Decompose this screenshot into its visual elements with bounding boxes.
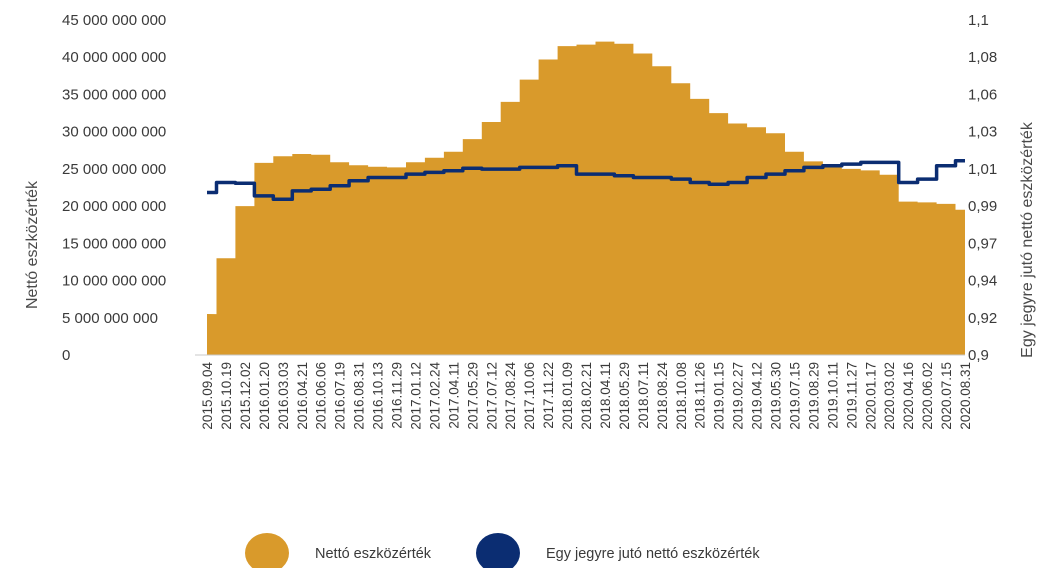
x-tick-label: 2018.08.24 xyxy=(655,362,670,430)
x-tick-label: 2015.09.04 xyxy=(200,362,215,430)
y-tick-label: 0 xyxy=(62,347,70,364)
y-tick-label: 30 000 000 000 xyxy=(62,124,166,141)
line-egy-jegyre-juto xyxy=(207,158,965,201)
y-axis-title: Nettó eszközérték xyxy=(24,180,41,309)
x-tick-label: 2020.06.02 xyxy=(920,362,935,430)
series-netto-eszkozertek xyxy=(207,41,965,355)
x-tick-label: 2016.08.31 xyxy=(352,362,367,430)
x-tick-label: 2019.04.12 xyxy=(750,362,765,430)
x-tick-label: 2016.06.06 xyxy=(314,362,329,430)
y-tick-label: 40 000 000 000 xyxy=(62,49,166,66)
x-tick-label: 2015.10.19 xyxy=(219,362,234,430)
x-tick-label: 2020.08.31 xyxy=(958,362,973,430)
x-tick-label: 2019.02.27 xyxy=(731,362,746,430)
y2-tick-label: 1,01 xyxy=(968,161,997,178)
x-tick-label: 2016.04.21 xyxy=(295,362,310,430)
y-tick-label: 15 000 000 000 xyxy=(62,235,166,252)
x-tick-label: 2018.07.11 xyxy=(636,362,651,429)
x-tick-label: 2017.10.06 xyxy=(522,362,537,430)
x-tick-label: 2020.04.16 xyxy=(901,362,916,430)
y2-tick-label: 1,03 xyxy=(968,124,997,141)
x-tick-label: 2017.01.12 xyxy=(408,362,423,430)
area-netto-eszkozertek xyxy=(207,41,965,355)
x-tick-label: 2019.10.11 xyxy=(825,362,840,429)
x-tick-label: 2019.01.15 xyxy=(712,362,727,430)
y2-tick-label: 0,97 xyxy=(968,235,997,252)
x-tick-label: 2019.08.29 xyxy=(806,362,821,430)
x-tick-label: 2020.01.17 xyxy=(863,362,878,430)
x-tick-label: 2017.08.24 xyxy=(503,362,518,430)
x-tick-label: 2016.07.19 xyxy=(333,362,348,430)
y-tick-label: 10 000 000 000 xyxy=(62,273,166,290)
y-tick-label: 25 000 000 000 xyxy=(62,161,166,178)
x-tick-label: 2018.05.29 xyxy=(617,362,632,430)
y2-tick-label: 0,99 xyxy=(968,198,997,215)
legend-label-egy-jegyre-juto: Egy jegyre jutó nettó eszközérték xyxy=(546,546,760,562)
y-tick-label: 45 000 000 000 xyxy=(62,12,166,29)
y-tick-label: 5 000 000 000 xyxy=(62,310,158,327)
y2-axis-title: Egy jegyre jutó nettó eszközérték xyxy=(1019,121,1036,358)
legend-swatch-netto-eszkozertek xyxy=(245,533,289,568)
y2-axis-ticks: 0,9 0,92 0,94 0,97 0,99 1,01 1,03 1,06 1,08 1,1 xyxy=(968,12,997,364)
y2-tick-label: 1,06 xyxy=(968,86,997,103)
x-tick-label: 2017.05.29 xyxy=(465,362,480,430)
x-tick-label: 2018.11.26 xyxy=(693,362,708,429)
y-tick-label: 20 000 000 000 xyxy=(62,198,166,215)
y-axis-ticks: 0 5 000 000 000 10 000 000 000 15 000 000 0… xyxy=(62,12,166,364)
x-tick-label: 2019.07.15 xyxy=(788,362,803,430)
x-tick-label: 2017.11.22 xyxy=(541,362,556,429)
series-egy-jegyre-juto xyxy=(207,158,965,201)
x-tick-label: 2018.10.08 xyxy=(674,362,689,430)
x-tick-label: 2016.03.03 xyxy=(276,362,291,430)
y2-tick-label: 0,92 xyxy=(968,310,997,327)
x-axis-ticks: 2015.09.04 2015.10.19 2015.12.02 2016.01.20… xyxy=(200,362,973,430)
y2-tick-label: 0,94 xyxy=(968,273,997,290)
legend-label-netto-eszkozertek: Nettó eszközérték xyxy=(315,546,432,562)
y2-tick-label: 1,1 xyxy=(968,12,989,29)
y2-tick-label: 1,08 xyxy=(968,49,997,66)
x-tick-label: 2017.07.12 xyxy=(484,362,499,430)
x-tick-label: 2019.05.30 xyxy=(769,362,784,430)
x-tick-label: 2018.01.09 xyxy=(560,362,575,430)
legend-swatch-egy-jegyre-juto xyxy=(476,533,520,568)
y2-tick-label: 0,9 xyxy=(968,347,989,364)
x-tick-label: 2016.11.29 xyxy=(390,362,405,429)
x-tick-label: 2018.02.21 xyxy=(579,362,594,430)
x-tick-label: 2018.04.11 xyxy=(598,362,613,429)
x-tick-label: 2017.04.11 xyxy=(446,362,461,429)
x-tick-label: 2016.10.13 xyxy=(371,362,386,430)
x-tick-label: 2016.01.20 xyxy=(257,362,272,430)
x-tick-label: 2019.11.27 xyxy=(844,362,859,429)
legend: Nettó eszközérték Egy jegyre jutó nettó … xyxy=(245,533,760,568)
x-tick-label: 2020.07.15 xyxy=(939,362,954,430)
y-tick-label: 35 000 000 000 xyxy=(62,86,166,103)
x-tick-label: 2020.03.02 xyxy=(882,362,897,430)
x-tick-label: 2017.02.24 xyxy=(427,362,442,430)
x-tick-label: 2015.12.02 xyxy=(238,362,253,430)
